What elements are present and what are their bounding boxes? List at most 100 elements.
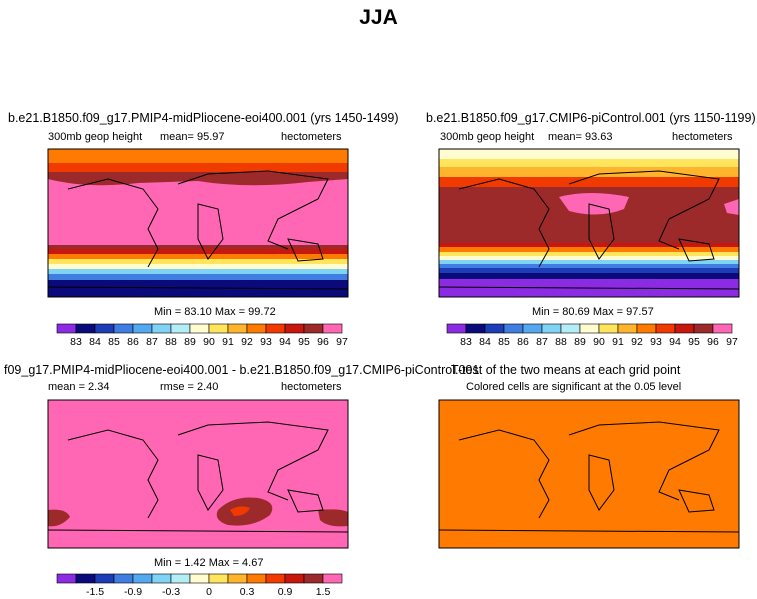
panel1-variable-label: 300mb geop height xyxy=(48,131,143,143)
colorbar1-swatch xyxy=(132,323,153,334)
panel2-variable-label: 300mb geop height xyxy=(440,131,535,143)
p2-pink-patch xyxy=(559,193,629,215)
colorbar2-swatch xyxy=(522,323,543,334)
colorbar1-tick-label: 83 xyxy=(70,336,82,348)
p2-band-lightblue-s xyxy=(439,260,739,264)
colorbar2-tick-label: 87 xyxy=(536,336,548,348)
panel3-map xyxy=(47,399,349,549)
p2-band-red xyxy=(439,177,739,187)
panel3-title: f09_g17.PMIP4-midPliocene-eoi400.001 - b… xyxy=(4,363,480,377)
colorbar2-tick-label: 89 xyxy=(574,336,586,348)
panel1-title: b.e21.B1850.f09_g17.PMIP4-midPliocene-eo… xyxy=(8,111,399,125)
colorbar3-swatch xyxy=(265,573,286,584)
p2-pink-patch-east xyxy=(724,199,739,215)
colorbar1-swatch xyxy=(208,323,229,334)
colorbar2-swatch xyxy=(579,323,600,334)
colorbar2-tick-label: 96 xyxy=(707,336,719,348)
colorbar1-tick-label: 92 xyxy=(241,336,253,348)
colorbar2-tick-label: 93 xyxy=(650,336,662,348)
colorbar1-tick-label-last: 97 xyxy=(336,336,348,348)
colorbar1-tick-label: 94 xyxy=(279,336,291,348)
colorbar3-swatch xyxy=(284,573,305,584)
colorbar3-tick-label: 0.9 xyxy=(278,586,293,598)
panel2-units-label: hectometers xyxy=(672,131,733,143)
colorbar3-swatch xyxy=(151,573,172,584)
colorbar2-swatch xyxy=(712,323,733,334)
colorbar3-swatch xyxy=(246,573,267,584)
p2-band-orange-s xyxy=(439,247,739,252)
colorbar1-tick-label: 91 xyxy=(222,336,234,348)
p3-brown-blob-east xyxy=(318,509,348,527)
p3-red-core xyxy=(230,506,250,516)
colorbar2-swatch xyxy=(636,323,657,334)
colorbar3-swatch xyxy=(113,573,134,584)
colorbar1-tick-label: 85 xyxy=(108,336,120,348)
p1-band-red xyxy=(48,163,348,172)
p1-band-orange xyxy=(48,149,348,163)
colorbar1-swatch xyxy=(322,323,343,334)
colorbar2-swatch xyxy=(484,323,505,334)
p2-band-yellow-s xyxy=(439,252,739,256)
colorbar1-tick-label: 88 xyxy=(165,336,177,348)
panel1-map xyxy=(47,148,349,298)
colorbar2-tick-label: 85 xyxy=(498,336,510,348)
colorbar3-swatch xyxy=(208,573,229,584)
colorbar3-swatch xyxy=(322,573,343,584)
panel2-mean-label: mean= 93.63 xyxy=(548,131,613,143)
colorbar1-swatch xyxy=(94,323,115,334)
p1-band-blue-s xyxy=(48,274,348,280)
p2-band-red-s xyxy=(439,243,739,247)
colorbar1-swatch xyxy=(75,323,96,334)
panel2-map xyxy=(438,148,740,298)
colorbar1-swatch xyxy=(303,323,324,334)
panel1-mean-label: mean= 95.97 xyxy=(160,131,225,143)
colorbar3-swatch xyxy=(75,573,96,584)
p1-band-cream-s xyxy=(48,264,348,269)
panel3-minmax: Min = 1.42 Max = 4.67 xyxy=(154,557,264,569)
colorbar1-swatch xyxy=(170,323,191,334)
colorbar1-swatch xyxy=(265,323,286,334)
panel2-title: b.e21.B1850.f09_g17.CMIP6-piControl.001 … xyxy=(426,111,756,125)
colorbar2-swatch xyxy=(674,323,695,334)
colorbar1-tick-label: 95 xyxy=(298,336,310,348)
p1-coastlines xyxy=(47,170,349,290)
p2-band-navy-s xyxy=(439,273,739,279)
panel1-minmax: Min = 83.10 Max = 99.72 xyxy=(154,306,276,318)
p1-pink-lobe xyxy=(48,179,348,189)
colorbar-1: 83 84 85 86 87 88 89 90 91 92 93 94 95 96 97 xyxy=(56,323,348,348)
colorbar3-tick-label: -0.9 xyxy=(124,586,142,598)
colorbar2-swatch xyxy=(598,323,619,334)
p3-brown-blob-west xyxy=(48,509,70,527)
p3-coastlines xyxy=(47,421,349,533)
figure-title: JJA xyxy=(359,6,398,29)
panel3-mean-label: mean = 2.34 xyxy=(48,381,110,393)
panel2-minmax: Min = 80.69 Max = 97.57 xyxy=(532,306,654,318)
colorbar2-swatch xyxy=(560,323,581,334)
colorbar2-tick-label: 94 xyxy=(669,336,681,348)
p2-band-royal-s xyxy=(439,268,739,273)
p1-band-yellow-s xyxy=(48,259,348,264)
colorbar1-tick-label: 84 xyxy=(89,336,101,348)
colorbar3-swatch xyxy=(132,573,153,584)
p1-band-lightblue-s xyxy=(48,269,348,274)
colorbar2-tick-label: 95 xyxy=(688,336,700,348)
colorbar1-tick-label: 87 xyxy=(146,336,158,348)
p2-band-orange xyxy=(439,167,739,177)
p4-coastlines xyxy=(438,421,740,533)
panel1-units-label: hectometers xyxy=(281,131,342,143)
colorbar1-tick-label: 96 xyxy=(317,336,329,348)
colorbar3-tick-label: 0 xyxy=(206,586,212,598)
p2-band-blue-s xyxy=(439,264,739,268)
colorbar2-swatch xyxy=(541,323,562,334)
colorbar2-swatch xyxy=(503,323,524,334)
panel3-units-label: hectometers xyxy=(281,381,342,393)
colorbar2-tick-label: 92 xyxy=(631,336,643,348)
colorbar1-swatch xyxy=(56,323,77,334)
panel4-title: T-test of the two means at each grid poi… xyxy=(451,363,681,377)
colorbar2-swatch xyxy=(655,323,676,334)
colorbar1-tick-label: 89 xyxy=(184,336,196,348)
colorbar1-tick-label: 90 xyxy=(203,336,215,348)
colorbar2-tick-label: 84 xyxy=(479,336,491,348)
colorbar3-tick-label: -1.5 xyxy=(86,586,104,598)
colorbar3-tick-label: 0.3 xyxy=(240,586,255,598)
